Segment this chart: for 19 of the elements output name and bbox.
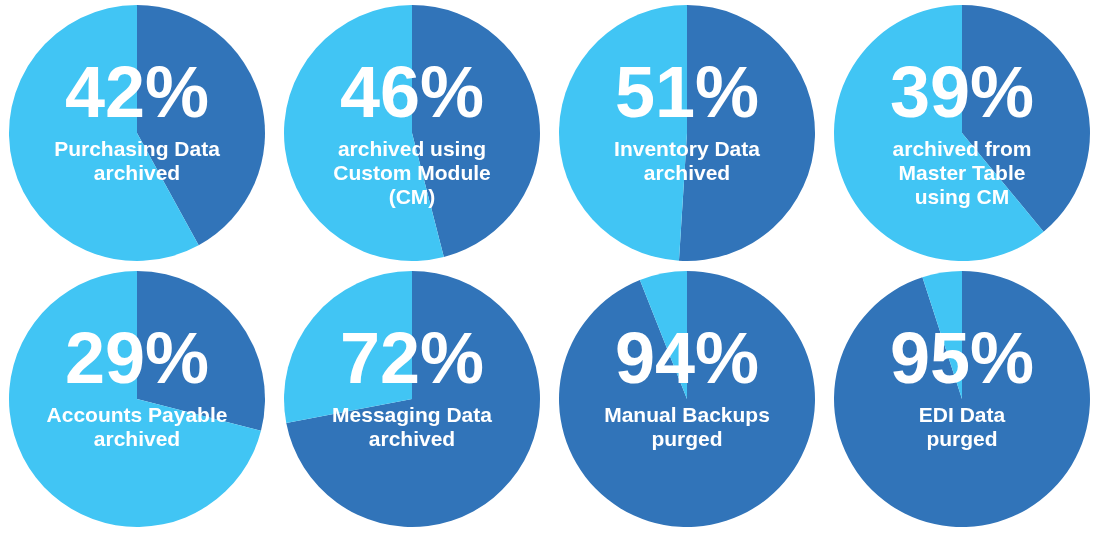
text: Manual Backups purged [604,403,770,450]
data-label: 42% [64,52,210,132]
data-label: 46% [339,52,485,132]
data-label: 72% [339,318,485,398]
pie-slice [834,271,1090,527]
data-label: 95% [889,318,1035,398]
text: archived using Custom Module (CM) [333,137,491,208]
pie-slice [559,271,815,527]
text: Inventory Data archived [614,137,761,184]
text: archived from Master Table using CM [892,137,1032,208]
text: Purchasing Data archived [54,137,221,184]
text: Messaging Data archived [332,403,493,450]
data-label: 51% [614,52,760,132]
data-label: 94% [614,318,760,398]
pie-slice [286,271,540,527]
data-label: 39% [889,52,1035,132]
text: EDI Data purged [918,403,1006,450]
data-label: 29% [64,318,210,398]
text: Accounts Payable archived [46,403,228,450]
